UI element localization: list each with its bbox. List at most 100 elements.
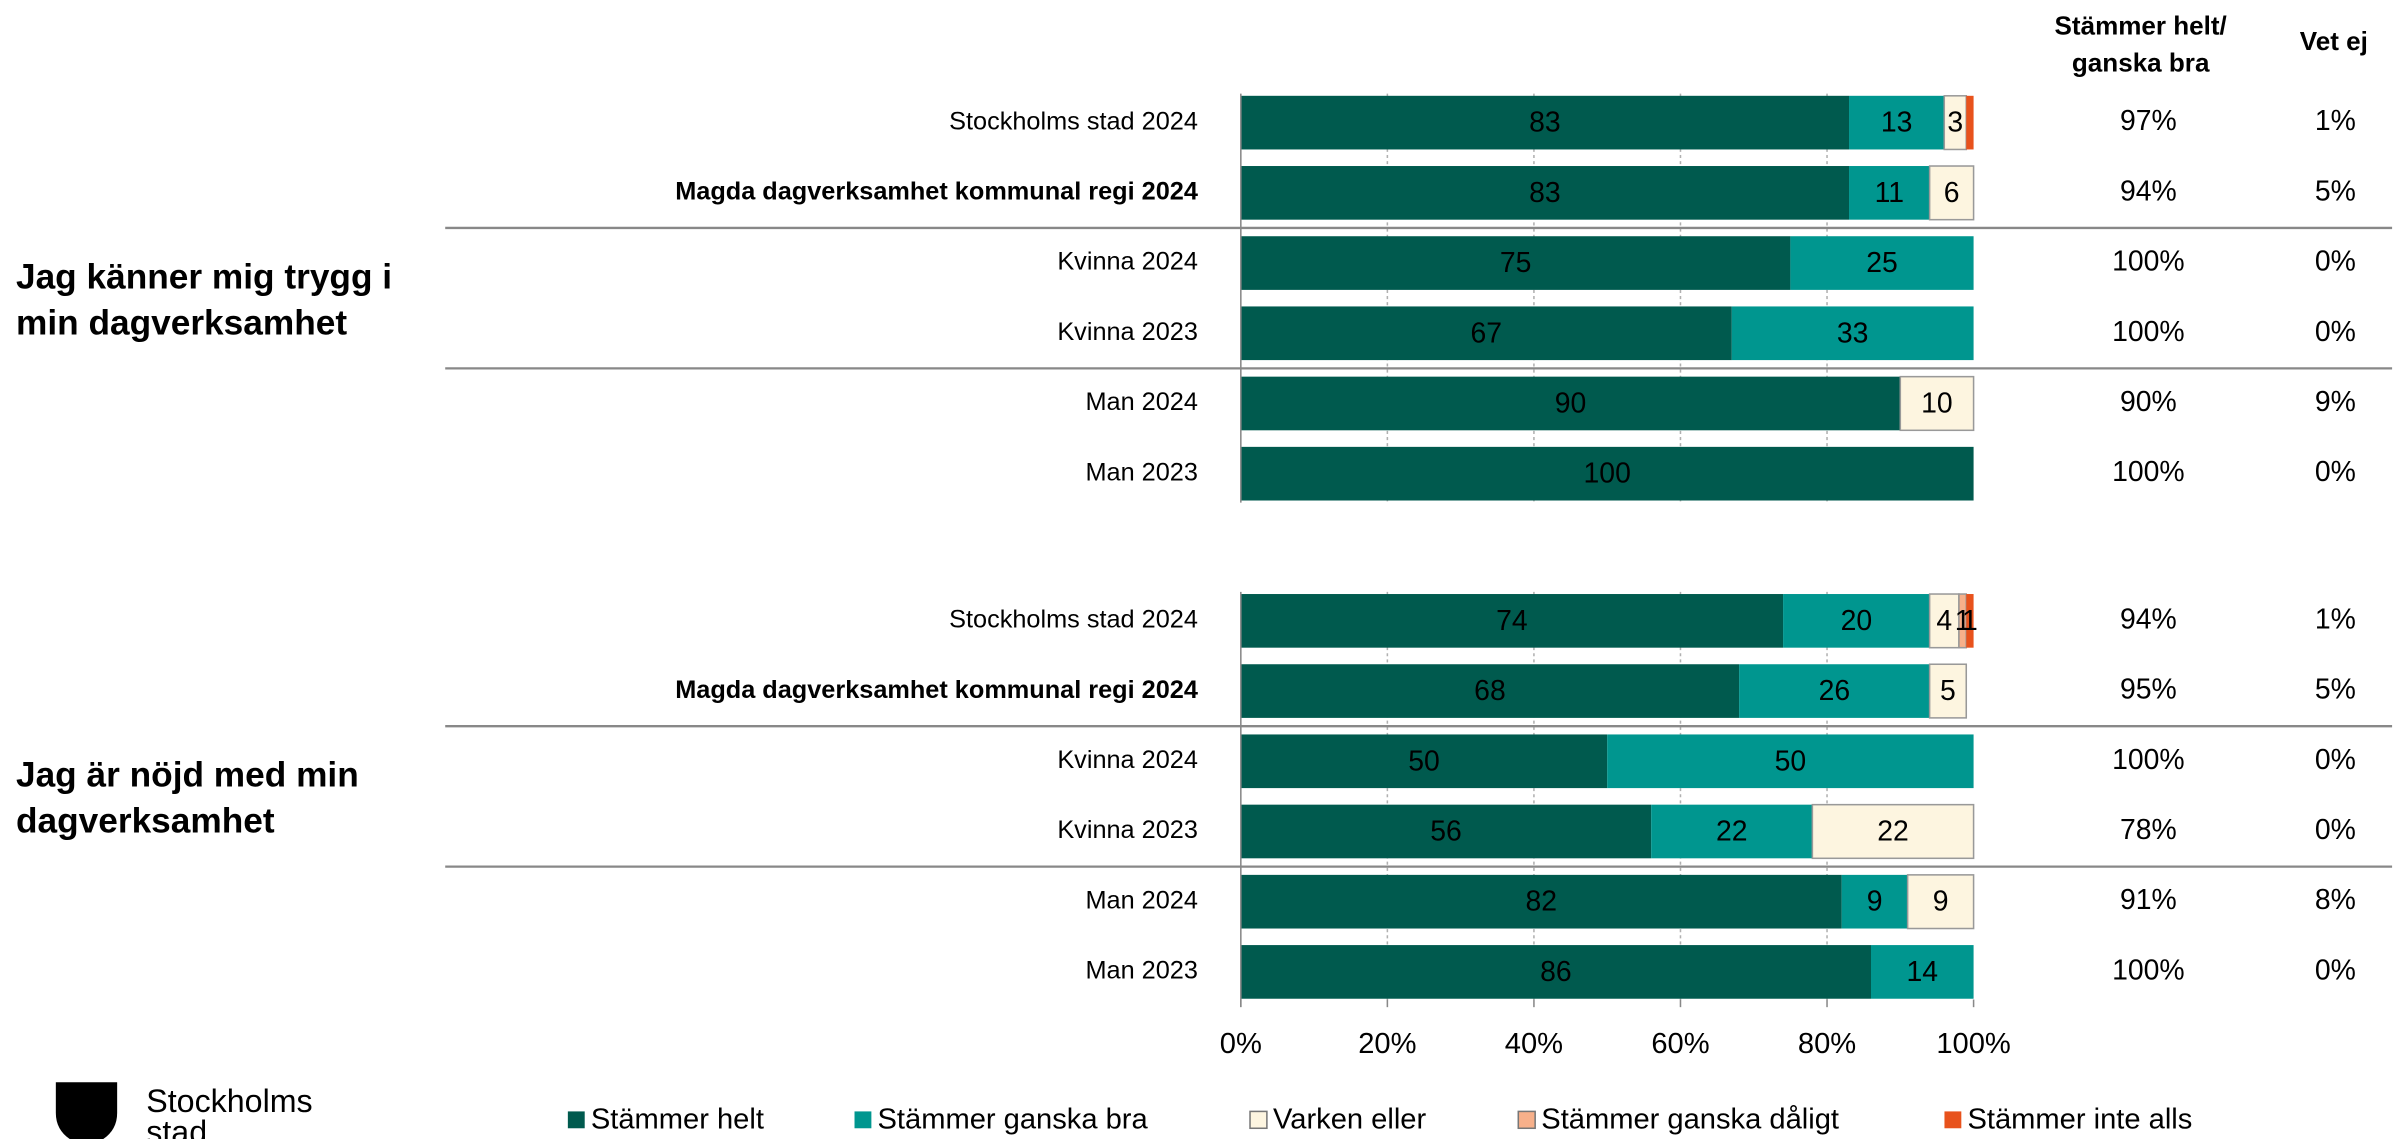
bar-segment xyxy=(1240,594,1784,648)
summary-value: 94% xyxy=(2120,603,2177,635)
vet-ej-value: 1% xyxy=(2315,603,2356,635)
value-label: 83 xyxy=(1529,107,1561,139)
x-tick-label: 0% xyxy=(1220,1028,1262,1060)
summary-value: 100% xyxy=(2112,316,2185,348)
value-label: 3 xyxy=(1947,107,1963,139)
summary-value: 78% xyxy=(2120,814,2177,846)
legend-label: Stämmer ganska bra xyxy=(878,1103,1149,1135)
column-header: Stämmer helt/ xyxy=(2055,10,2227,40)
summary-value: 100% xyxy=(2112,954,2185,986)
summary-value: 100% xyxy=(2112,744,2185,776)
bar-segment xyxy=(1240,734,1608,789)
value-label: 25 xyxy=(1866,247,1898,279)
legend-swatch xyxy=(1517,1110,1536,1130)
bar-segment xyxy=(1731,306,1974,361)
category-label: Kvinna 2024 xyxy=(1057,746,1198,774)
group-title: dagverksamhet xyxy=(16,802,275,841)
group-title: Jag känner mig trygg i xyxy=(16,257,392,296)
value-label: 9 xyxy=(1867,886,1883,918)
bar-segment xyxy=(1240,446,1974,501)
bar-segment xyxy=(1607,734,1974,789)
value-label: 9 xyxy=(1933,886,1949,918)
vet-ej-value: 9% xyxy=(2315,386,2356,418)
summary-value: 91% xyxy=(2120,884,2177,916)
value-label: 68 xyxy=(1474,675,1506,707)
legend-swatch xyxy=(567,1111,585,1129)
value-label: 33 xyxy=(1837,317,1869,349)
value-label: 22 xyxy=(1877,816,1909,848)
category-label: Man 2023 xyxy=(1085,957,1197,985)
value-label: 90 xyxy=(1555,387,1587,419)
group-title: min dagverksamhet xyxy=(16,303,347,342)
bar-segment xyxy=(1739,664,1930,718)
bar-segment xyxy=(1966,95,1974,150)
value-label: 50 xyxy=(1775,745,1807,777)
value-label: 5 xyxy=(1940,675,1956,707)
legend-label: Stämmer helt xyxy=(591,1103,764,1135)
value-label: 6 xyxy=(1944,177,1960,209)
legend-label: Varken eller xyxy=(1273,1103,1426,1135)
bar-segment xyxy=(1841,874,1908,929)
category-label: Man 2024 xyxy=(1085,388,1197,416)
vet-ej-value: 0% xyxy=(2315,814,2356,846)
category-label: Man 2023 xyxy=(1085,458,1197,486)
bar-segment xyxy=(1783,594,1930,648)
column-header: Vet ej xyxy=(2300,26,2368,56)
bar-segment xyxy=(1966,594,1974,648)
summary-value: 95% xyxy=(2120,674,2177,706)
bar-segment xyxy=(1790,236,1974,290)
x-tick-label: 40% xyxy=(1505,1028,1563,1060)
x-tick-label: 60% xyxy=(1651,1028,1709,1060)
value-label: 74 xyxy=(1496,605,1528,637)
vet-ej-value: 0% xyxy=(2315,316,2356,348)
bar-segment xyxy=(1928,593,1960,649)
logo-shield xyxy=(55,1082,118,1139)
category-label: Magda dagverksamhet kommunal regi 2024 xyxy=(675,676,1198,704)
value-label: 67 xyxy=(1471,317,1503,349)
value-label: 100 xyxy=(1584,458,1631,490)
category-label: Stockholms stad 2024 xyxy=(949,606,1198,634)
vet-ej-value: 0% xyxy=(2315,954,2356,986)
vet-ej-value: 5% xyxy=(2315,175,2356,207)
legend-label: Stämmer ganska dåligt xyxy=(1541,1103,1839,1135)
value-label: 56 xyxy=(1430,816,1462,848)
vet-ej-value: 5% xyxy=(2315,674,2356,706)
bar-segment xyxy=(1240,306,1732,361)
summary-value: 90% xyxy=(2120,386,2177,418)
category-label: Kvinna 2023 xyxy=(1057,318,1198,346)
vet-ej-value: 0% xyxy=(2315,456,2356,488)
category-label: Stockholms stad 2024 xyxy=(949,107,1198,135)
value-label: 20 xyxy=(1841,605,1873,637)
bar-segment xyxy=(1849,95,1945,150)
value-label: 26 xyxy=(1819,675,1851,707)
vet-ej-value: 1% xyxy=(2315,105,2356,137)
value-label: 1 xyxy=(1962,605,1978,637)
bar-segment xyxy=(1240,664,1740,718)
group-title: Jag är nöjd med min xyxy=(16,756,359,795)
bar-segment xyxy=(1240,166,1850,220)
bar-segment xyxy=(1906,874,1975,930)
bar-segment xyxy=(1928,165,1975,221)
value-label: 13 xyxy=(1881,107,1913,139)
column-header: ganska bra xyxy=(2072,47,2210,77)
x-tick-label: 100% xyxy=(1936,1028,2010,1060)
vet-ej-value: 0% xyxy=(2315,744,2356,776)
bar-segment xyxy=(1240,236,1791,290)
value-label: 22 xyxy=(1716,816,1748,848)
vet-ej-value: 8% xyxy=(2315,884,2356,916)
value-label: 83 xyxy=(1529,177,1561,209)
legend-label: Stämmer inte alls xyxy=(1967,1103,2192,1135)
legend-swatch xyxy=(1249,1110,1268,1130)
summary-value: 94% xyxy=(2120,175,2177,207)
vet-ej-value: 0% xyxy=(2315,246,2356,278)
summary-value: 100% xyxy=(2112,246,2185,278)
bar-segment xyxy=(1240,804,1652,859)
legend-swatch xyxy=(854,1111,872,1129)
logo-text: stad xyxy=(146,1114,207,1139)
x-tick-label: 80% xyxy=(1798,1028,1856,1060)
summary-value: 97% xyxy=(2120,105,2177,137)
bar-segment xyxy=(1651,804,1813,859)
bar-segment xyxy=(1870,945,1974,999)
value-label: 4 xyxy=(1936,605,1952,637)
